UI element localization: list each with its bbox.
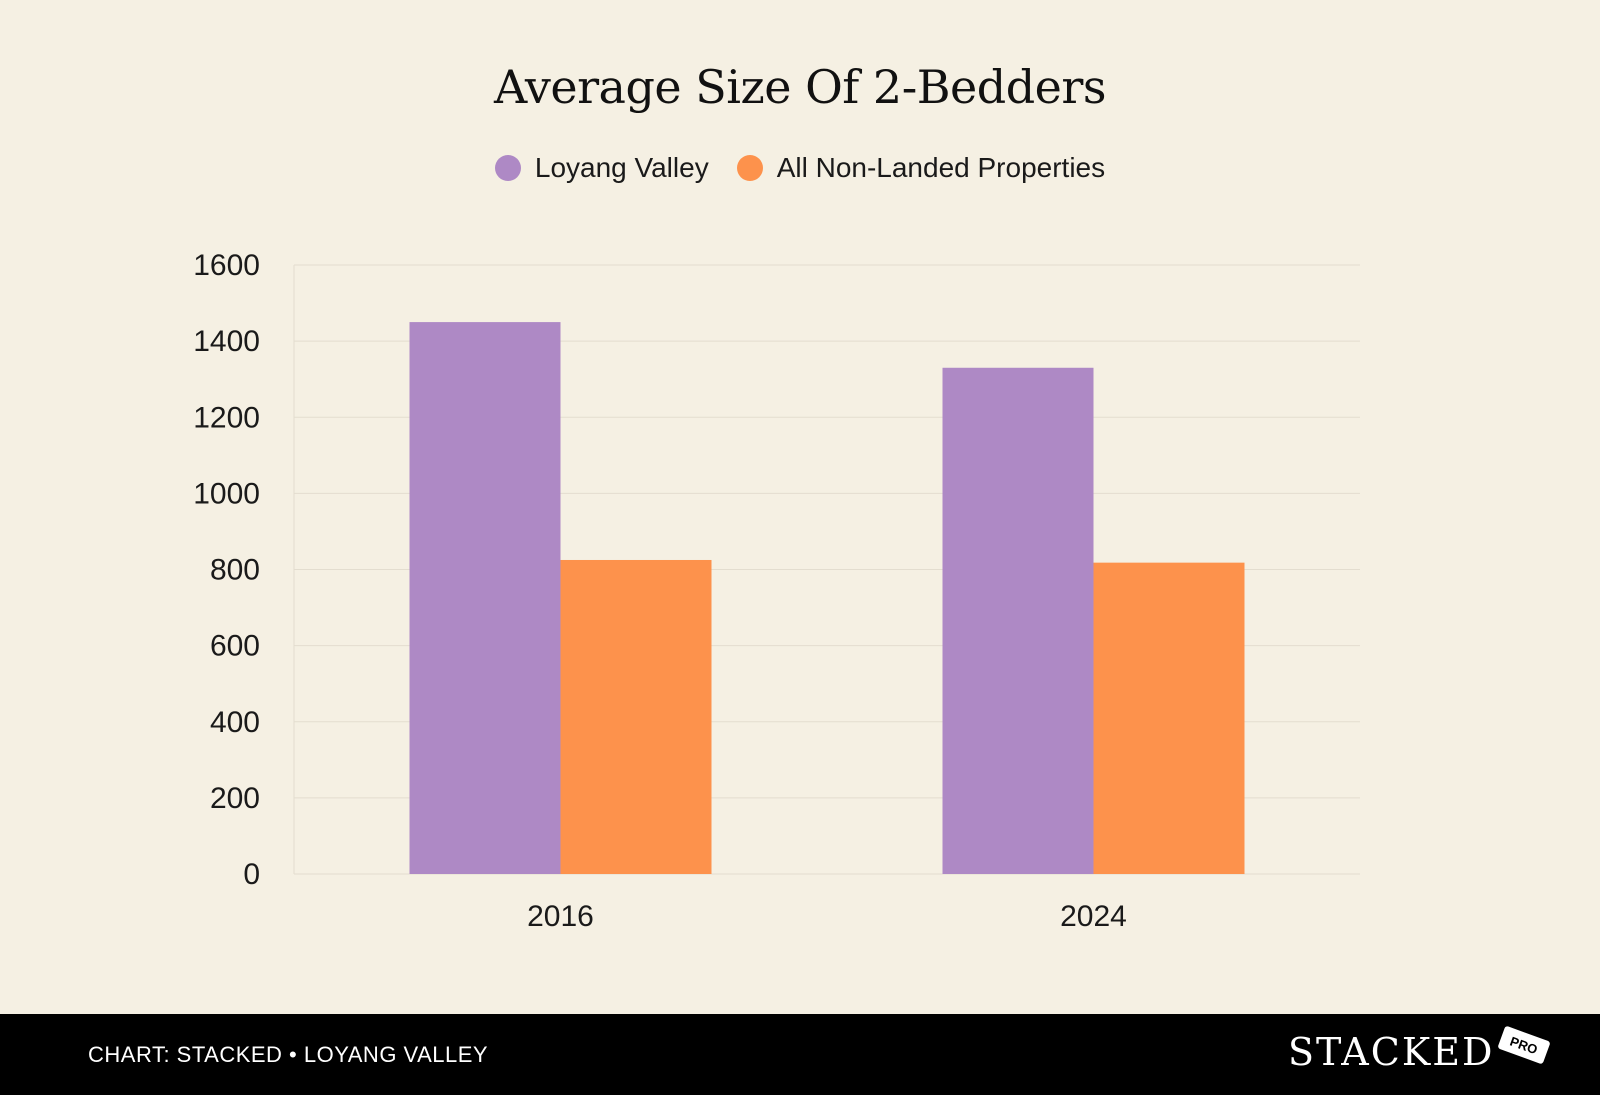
bar-2016-loyang-valley — [409, 322, 561, 874]
bar-2016-all-non-landed-properties — [560, 559, 712, 874]
y-tick-label: 800 — [210, 554, 260, 587]
x-axis-ticks: 2016 2024 — [527, 900, 1127, 933]
brand-wordmark: STACKED — [1288, 1030, 1495, 1074]
y-tick-label: 400 — [210, 706, 260, 739]
pro-badge: PRO — [1497, 1025, 1552, 1065]
footer-bar: CHART: STACKED • LOYANG VALLEY STACKED P… — [0, 1014, 1600, 1095]
bar-chart: 0 200 400 600 800 1000 1200 1400 1600 2016 2024 — [193, 249, 1360, 933]
chart-legend: Loyang Valley All Non-Landed Properties — [0, 152, 1600, 184]
legend-item-loyang-valley: Loyang Valley — [494, 152, 709, 184]
y-tick-label: 1600 — [193, 249, 260, 282]
legend-label-loyang-valley: Loyang Valley — [534, 152, 709, 183]
y-tick-label: 200 — [210, 782, 260, 815]
legend-label-all-non-landed: All Non-Landed Properties — [776, 152, 1106, 183]
x-tick-label: 2024 — [1060, 900, 1127, 933]
bar-2024-all-non-landed-properties — [1093, 562, 1245, 874]
x-tick-label: 2016 — [527, 900, 594, 933]
legend-item-all-non-landed: All Non-Landed Properties — [736, 152, 1106, 184]
y-tick-label: 1200 — [193, 401, 260, 434]
legend-swatch-all-non-landed — [736, 155, 763, 181]
y-tick-label: 600 — [210, 630, 260, 663]
chart-title: Average Size Of 2-Bedders — [494, 60, 1106, 114]
y-axis-ticks: 0 200 400 600 800 1000 1200 1400 1600 — [193, 249, 260, 891]
legend-swatch-loyang-valley — [494, 155, 521, 181]
bar-2024-loyang-valley — [942, 367, 1094, 874]
y-tick-label: 0 — [243, 858, 260, 891]
chart-credit: CHART: STACKED • LOYANG VALLEY — [88, 1042, 489, 1067]
y-tick-label: 1400 — [193, 325, 260, 358]
y-tick-label: 1000 — [193, 477, 260, 510]
bars — [409, 322, 1245, 874]
stacked-pro-logo: STACKED PRO — [1288, 1025, 1552, 1074]
